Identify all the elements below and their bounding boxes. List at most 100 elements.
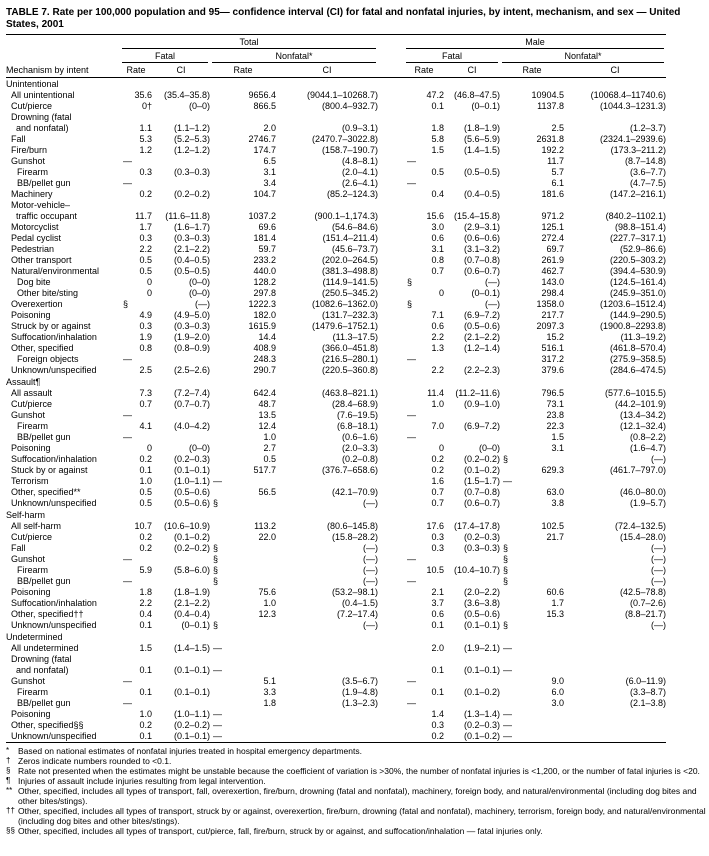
rate-cell: 971.2 [541, 211, 565, 221]
rate-cell: 0 [146, 443, 152, 453]
ci-cell: (1.6–4.7) [630, 443, 667, 453]
rate-cell: — [123, 410, 132, 420]
rate-cell: 2.2 [431, 365, 445, 375]
ci-cell: (0.7–2.6) [630, 598, 667, 608]
row-label: Unknown/unspecified [11, 498, 97, 508]
table-body: Unintentional All unintentional 35.6 (35.4–… [6, 78, 666, 743]
ci-column-header: CI [444, 63, 501, 78]
footnote-text: Other, specified, includes all types of … [18, 826, 543, 836]
ci-cell: (0.3–0.3) [463, 543, 501, 553]
gap-cell [378, 720, 404, 731]
rate-cell: § [407, 299, 413, 309]
ci-cell: (202.0–264.5) [321, 255, 379, 265]
rate-cell: — [213, 709, 222, 719]
ci-cell [564, 476, 666, 487]
ci-cell: (5.2–5.3) [173, 134, 210, 144]
row-label: BB/pellet gun [17, 576, 71, 586]
section-row: Assault¶ [6, 376, 666, 388]
rate-cell: § [213, 620, 219, 630]
ci-cell: (0.2–0.2) [463, 454, 501, 464]
ci-cell: (98.8–151.4) [614, 222, 667, 232]
rate-cell: — [503, 643, 513, 653]
ci-cell: (85.2–124.3) [326, 189, 379, 199]
ci-cell: (840.2–1102.1) [605, 211, 667, 221]
ci-cell: (0–0) [479, 443, 501, 453]
ci-cell: (1.2–3.7) [630, 123, 667, 133]
ci-cell: (0.6–0.7) [463, 498, 501, 508]
ci-cell: (1.9–2.0) [173, 332, 210, 342]
rate-cell: 56.5 [258, 487, 276, 497]
rate-cell: 3.0 [551, 698, 565, 708]
table-row: Cut/pierce 0† (0–0) 866.5 (800.4–932.7) 0.1 (0… [6, 101, 666, 112]
gap-cell [378, 532, 404, 543]
rate-column-header: Rate [500, 63, 565, 78]
rate-cell: 1137.8 [537, 101, 565, 111]
rate-cell: — [503, 665, 513, 675]
gap-cell [378, 565, 404, 576]
rate-cell: 1.5 [551, 432, 565, 442]
ci-cell: (—) [363, 576, 379, 586]
rate-cell: § [213, 565, 219, 575]
ci-cell: (11.3–17.5) [332, 332, 379, 342]
table-row: Dog bite 0 (0–0) 128.2 (114.9–141.5) § (—) 143.… [6, 277, 666, 288]
rate-cell: 5.1 [263, 676, 276, 686]
ci-cell: (80.6–145.8) [326, 521, 379, 531]
ci-cell: (0–0) [188, 277, 210, 287]
footnotes: * Based on national estimates of nonfatal… [6, 746, 706, 836]
ci-cell: (124.5–161.4) [609, 277, 667, 287]
gap-cell [378, 167, 404, 178]
rate-cell: 0.7 [431, 487, 445, 497]
ci-cell: (800.4–932.7) [321, 101, 379, 111]
ci-cell: (53.2–98.1) [331, 587, 379, 597]
ci-cell: (1.8–1.9) [173, 587, 210, 597]
group-gap [378, 49, 404, 63]
gap-cell [378, 134, 404, 145]
rate-cell: 1.7 [551, 598, 565, 608]
section-row: Self-harm [6, 509, 666, 521]
table-row: BB/pellet gun — 1.8 (1.3–2.3) — 3.0 (2.1–3.8) [6, 698, 666, 709]
gap-cell [378, 609, 404, 620]
gap-cell [378, 598, 404, 609]
row-label: Other, specified [11, 343, 74, 353]
gap-cell [378, 112, 404, 134]
row-label: Gunshot [11, 410, 46, 420]
rate-cell: 0.2 [431, 731, 445, 741]
gap-cell [378, 698, 404, 709]
ci-cell: (0–0.1) [471, 101, 501, 111]
gap-cell [378, 521, 404, 532]
gap-cell [378, 543, 404, 554]
table-row: BB/pellet gun — 1.0 (0.6–1.6) — 1.5 (0.8–2.2) [6, 432, 666, 443]
row-label: Poisoning [11, 709, 51, 719]
footnote-text: Other, specified, includes all types of … [18, 786, 697, 806]
row-label: Foreign objects [17, 354, 79, 364]
footnote: † Zeros indicate numbers rounded to <0.1. [6, 756, 706, 766]
ci-cell: (7.6–19.5) [336, 410, 379, 420]
rate-cell: 59.7 [258, 244, 276, 254]
table-row: Other transport 0.5 (0.4–0.5) 233.2 (202.0–2… [6, 255, 666, 266]
ci-column-header: CI [564, 63, 667, 78]
rate-cell: 128.2 [253, 277, 276, 287]
ci-cell: (366.0–451.8) [321, 343, 379, 353]
gap-cell [378, 643, 404, 654]
subheader-male-fatal: Fatal [404, 49, 500, 63]
ci-cell: (1.0–1.1) [173, 476, 210, 486]
rate-cell: 73.1 [546, 399, 565, 409]
gap-cell [378, 576, 404, 587]
row-label: Firearm [17, 687, 48, 697]
footnote-marker: ¶ [6, 776, 11, 785]
footnote-marker: † [6, 756, 11, 765]
ci-column-header: CI [152, 63, 210, 78]
gap-cell [378, 731, 404, 743]
rate-cell: 642.4 [253, 388, 276, 398]
gap-cell [378, 709, 404, 720]
ci-cell: (0.2–0.3) [463, 532, 501, 542]
rate-cell: 1.8 [263, 698, 276, 708]
footnote: * Based on national estimates of nonfatal… [6, 746, 706, 756]
ci-cell: (—) [363, 543, 379, 553]
row-label: Firearm [17, 565, 48, 575]
rate-cell: 10904.5 [531, 90, 565, 100]
gap-cell [378, 145, 404, 156]
rate-cell: 0.5 [139, 498, 152, 508]
gap-cell [378, 244, 404, 255]
footnote: §§ Other, specified, includes all types o… [6, 826, 706, 836]
